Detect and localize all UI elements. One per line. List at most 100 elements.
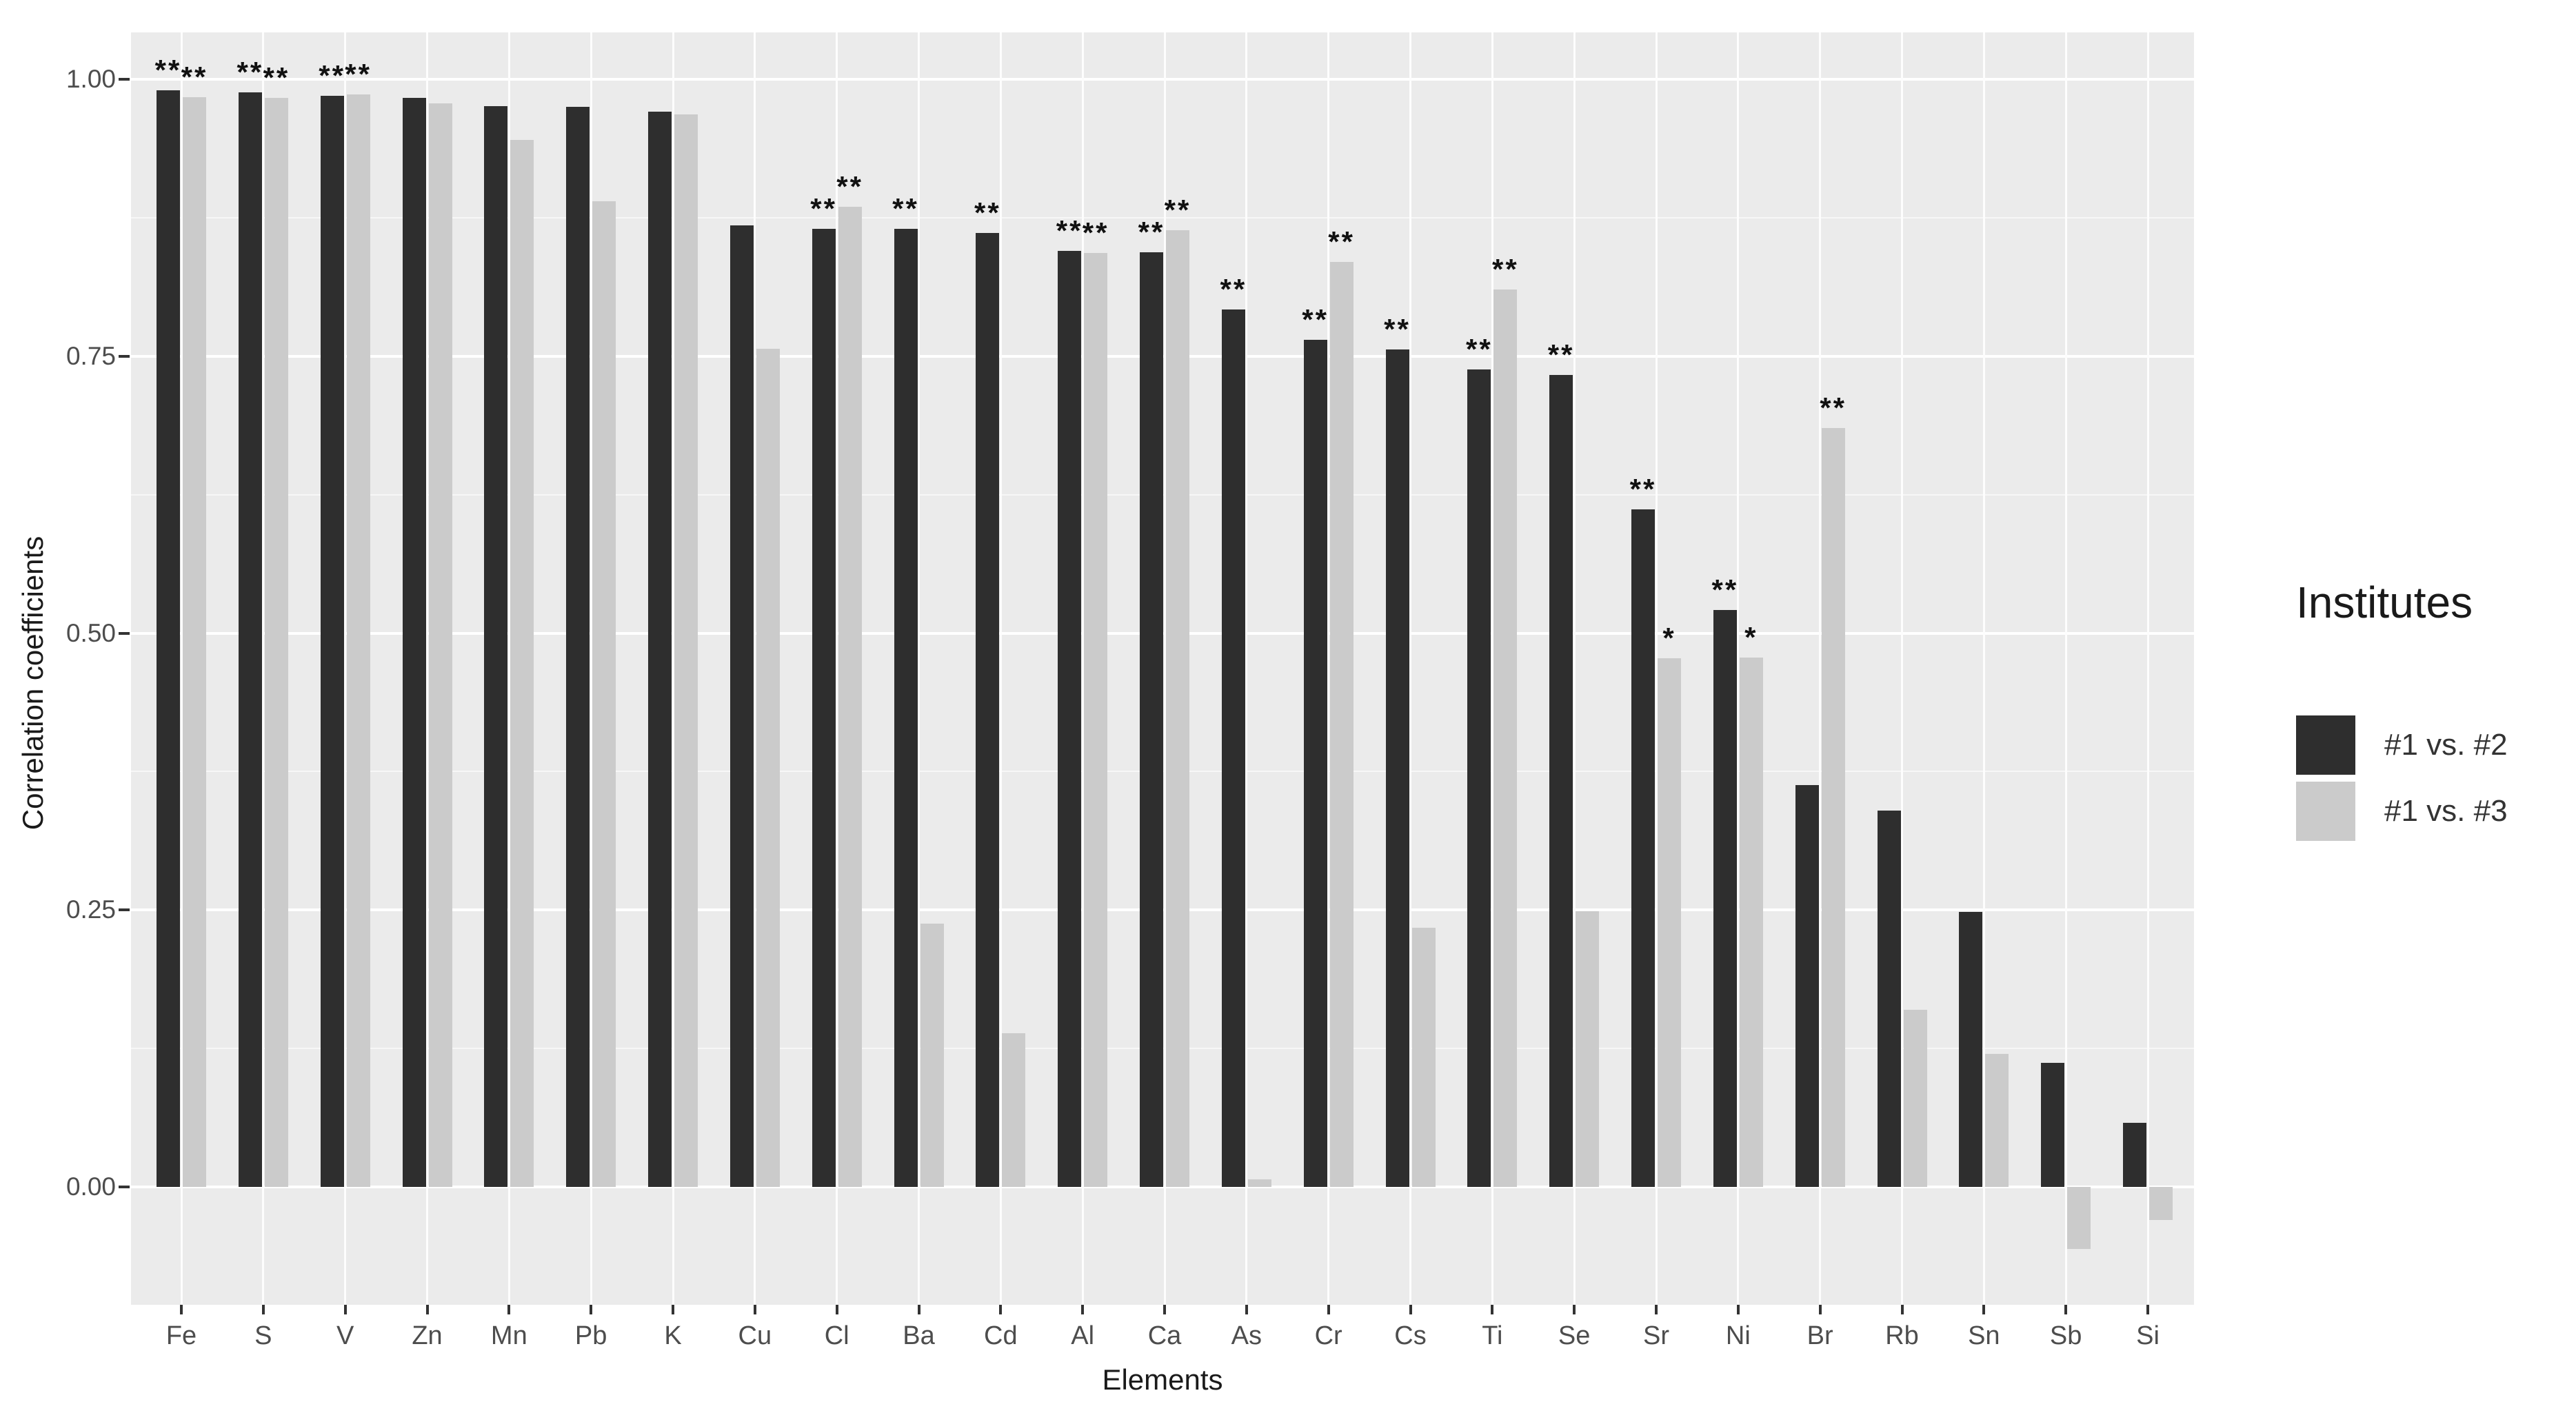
x-tick-label-Ti: Ti bbox=[1482, 1321, 1503, 1350]
significance-label: ** bbox=[1328, 225, 1355, 258]
significance-label: ** bbox=[1302, 303, 1329, 336]
bar-Cl-inst3 bbox=[838, 206, 862, 1187]
legend-swatch-icon bbox=[2296, 715, 2355, 775]
bar-Ca-inst2 bbox=[1140, 252, 1163, 1187]
significance-label: ** bbox=[974, 196, 1001, 230]
bar-Si-inst3 bbox=[2149, 1187, 2173, 1221]
x-tick-mark bbox=[1327, 1305, 1330, 1314]
x-tick-mark bbox=[180, 1305, 183, 1314]
bar-Ba-inst3 bbox=[920, 923, 944, 1187]
legend-title: Institutes bbox=[2296, 578, 2473, 627]
y-tick-label: 0.75 bbox=[66, 341, 116, 370]
bar-Fe-inst3 bbox=[183, 96, 206, 1187]
bar-Ni-inst2 bbox=[1713, 609, 1737, 1187]
gridline-vertical bbox=[2064, 32, 2067, 1305]
x-tick-mark bbox=[1573, 1305, 1576, 1314]
gridline-vertical bbox=[180, 32, 183, 1305]
significance-label: ** bbox=[181, 60, 208, 93]
bar-Sb-inst2 bbox=[2041, 1063, 2065, 1187]
x-tick-label-Cd: Cd bbox=[984, 1321, 1018, 1350]
x-tick-mark bbox=[1163, 1305, 1166, 1314]
bar-Zn-inst3 bbox=[428, 103, 452, 1187]
significance-label: ** bbox=[1384, 313, 1411, 346]
gridline-vertical bbox=[999, 32, 1002, 1305]
y-tick-mark bbox=[119, 631, 130, 635]
y-tick-mark bbox=[119, 354, 130, 358]
bar-Sr-inst2 bbox=[1631, 509, 1655, 1187]
significance-label: ** bbox=[1820, 392, 1847, 425]
gridline-vertical bbox=[344, 32, 347, 1305]
bar-Cs-inst2 bbox=[1385, 349, 1409, 1187]
bar-Cu-inst2 bbox=[729, 225, 754, 1187]
significance-label: ** bbox=[892, 192, 919, 225]
bar-S-inst3 bbox=[264, 98, 288, 1187]
significance-label: ** bbox=[1547, 338, 1575, 372]
gridline-vertical bbox=[1901, 32, 1903, 1305]
bar-Rb-inst2 bbox=[1877, 810, 1901, 1187]
y-tick-label: 0.50 bbox=[66, 618, 116, 647]
x-tick-label-Se: Se bbox=[1558, 1321, 1591, 1350]
y-tick-label: 1.00 bbox=[66, 65, 116, 93]
gridline-vertical bbox=[754, 32, 756, 1305]
gridline-vertical bbox=[2146, 32, 2149, 1305]
bar-S-inst2 bbox=[238, 92, 262, 1187]
significance-label: ** bbox=[1220, 273, 1247, 306]
bar-Al-inst2 bbox=[1058, 251, 1082, 1187]
gridline-vertical bbox=[262, 32, 265, 1305]
significance-label: ** bbox=[1138, 215, 1165, 248]
gridline-major-y bbox=[131, 1186, 2194, 1188]
x-tick-label-Cs: Cs bbox=[1394, 1321, 1427, 1350]
bar-Br-inst2 bbox=[1795, 784, 1819, 1187]
legend-entry: #1 vs. #3 bbox=[2296, 782, 2572, 841]
bar-Br-inst3 bbox=[1821, 428, 1845, 1187]
legend-swatch-icon bbox=[2296, 782, 2355, 841]
bar-Pb-inst3 bbox=[592, 201, 616, 1187]
gridline-vertical bbox=[590, 32, 592, 1305]
gridline-vertical bbox=[1655, 32, 1658, 1305]
x-tick-mark bbox=[672, 1305, 674, 1314]
x-tick-mark bbox=[1818, 1305, 1822, 1314]
gridline-vertical bbox=[1409, 32, 1411, 1305]
bar-K-inst2 bbox=[648, 111, 672, 1187]
x-tick-mark bbox=[2064, 1305, 2068, 1314]
bar-Cu-inst3 bbox=[756, 348, 780, 1187]
bar-Zn-inst2 bbox=[402, 98, 426, 1187]
x-tick-mark bbox=[753, 1305, 756, 1314]
x-axis-title: Elements bbox=[1102, 1363, 1223, 1396]
significance-label: ** bbox=[1465, 333, 1493, 366]
x-tick-mark bbox=[1081, 1305, 1085, 1314]
gridline-vertical bbox=[836, 32, 838, 1305]
x-tick-mark bbox=[1491, 1305, 1494, 1314]
bar-V-inst2 bbox=[320, 96, 344, 1187]
gridline-vertical bbox=[1819, 32, 1822, 1305]
bar-Ti-inst2 bbox=[1467, 369, 1491, 1187]
x-tick-mark bbox=[999, 1305, 1003, 1314]
legend-entry: #1 vs. #2 bbox=[2296, 715, 2572, 775]
bar-Cr-inst3 bbox=[1329, 262, 1354, 1187]
bar-Cs-inst3 bbox=[1411, 927, 1436, 1187]
gridline-vertical bbox=[1081, 32, 1084, 1305]
x-tick-label-Sn: Sn bbox=[1968, 1321, 2000, 1350]
gridline-vertical bbox=[672, 32, 674, 1305]
bar-Se-inst2 bbox=[1549, 375, 1573, 1187]
x-tick-label-Rb: Rb bbox=[1885, 1321, 1919, 1350]
x-tick-mark bbox=[1982, 1305, 1986, 1314]
significance-label: ** bbox=[1491, 253, 1519, 286]
y-tick-label: 0.25 bbox=[66, 895, 116, 924]
bar-Cl-inst2 bbox=[812, 228, 836, 1187]
x-tick-mark bbox=[1736, 1305, 1740, 1314]
x-tick-mark bbox=[917, 1305, 920, 1314]
x-tick-label-S: S bbox=[254, 1321, 272, 1350]
x-tick-label-Pb: Pb bbox=[574, 1321, 607, 1350]
x-tick-label-Ba: Ba bbox=[903, 1321, 935, 1350]
x-tick-label-K: K bbox=[664, 1321, 682, 1350]
bar-Mn-inst3 bbox=[510, 140, 534, 1187]
bar-Cr-inst2 bbox=[1303, 339, 1327, 1187]
bar-Sn-inst2 bbox=[1959, 912, 1983, 1187]
bar-Mn-inst2 bbox=[484, 105, 508, 1187]
bar-Fe-inst2 bbox=[157, 90, 180, 1187]
gridline-vertical bbox=[1245, 32, 1248, 1305]
significance-label: ** bbox=[810, 192, 837, 225]
x-tick-mark bbox=[1655, 1305, 1658, 1314]
